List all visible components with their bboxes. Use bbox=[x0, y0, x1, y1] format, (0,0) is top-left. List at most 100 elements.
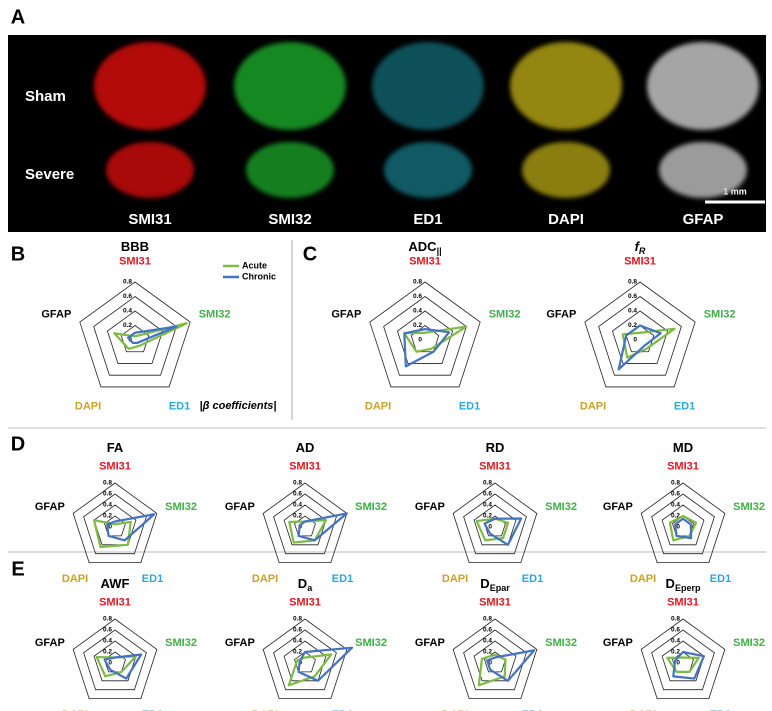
series-polygon bbox=[127, 325, 178, 345]
tissue-image bbox=[384, 142, 472, 198]
grid-ring bbox=[262, 618, 348, 699]
r-tick-label: 0 bbox=[633, 337, 637, 344]
r-tick-label: 0.2 bbox=[483, 513, 492, 520]
axis-label: GFAP bbox=[225, 501, 255, 513]
chart-title: ADC|| bbox=[408, 239, 441, 256]
axis-label: SMI32 bbox=[545, 637, 577, 649]
grid-ring bbox=[463, 493, 527, 555]
axis-label: ED1 bbox=[459, 400, 480, 412]
axis-label: DAPI bbox=[442, 573, 468, 585]
axis-label: SMI31 bbox=[667, 597, 699, 609]
r-tick-label: 0.6 bbox=[628, 293, 637, 300]
chart-title: AD bbox=[296, 440, 315, 455]
axis-label: ED1 bbox=[710, 709, 731, 711]
axis-label: ED1 bbox=[332, 709, 353, 711]
panel-label: C bbox=[303, 243, 317, 265]
r-tick-label: 0.8 bbox=[671, 480, 680, 487]
chart-title: AWF bbox=[101, 576, 130, 591]
grid-ring bbox=[661, 504, 705, 546]
legend-label: Acute bbox=[242, 260, 267, 270]
r-tick-label: 0.2 bbox=[293, 513, 302, 520]
r-tick-label: 0.2 bbox=[483, 649, 492, 656]
tissue-image bbox=[106, 142, 194, 198]
title-subscript: Epar bbox=[490, 583, 511, 593]
panel-label: E bbox=[11, 558, 24, 580]
series-polygon bbox=[297, 512, 348, 542]
column-label: DAPI bbox=[548, 211, 584, 228]
axis-label: DAPI bbox=[365, 400, 391, 412]
grid-ring bbox=[93, 640, 137, 682]
column-label: SMI31 bbox=[128, 211, 171, 228]
title-text: MD bbox=[673, 440, 693, 455]
series-polygon bbox=[483, 517, 523, 546]
chart-title: DEperp bbox=[666, 576, 701, 593]
r-tick-label: 0.6 bbox=[483, 627, 492, 634]
axis-label: SMI31 bbox=[479, 597, 511, 609]
tissue-image bbox=[94, 42, 206, 130]
panel-label: B bbox=[11, 243, 25, 265]
title-text: AD bbox=[296, 440, 315, 455]
axis-label: SMI31 bbox=[624, 256, 656, 268]
r-tick-label: 0.8 bbox=[103, 480, 112, 487]
tissue-image bbox=[510, 42, 622, 130]
r-tick-label: 0.8 bbox=[483, 616, 492, 623]
chart-title: fR bbox=[635, 239, 646, 256]
r-tick-label: 0.2 bbox=[103, 649, 112, 656]
axis-label: DAPI bbox=[580, 400, 606, 412]
tissue-image bbox=[246, 142, 334, 198]
r-tick-label: 0.8 bbox=[483, 480, 492, 487]
r-tick-label: 0 bbox=[108, 660, 112, 667]
series-polygon bbox=[674, 517, 693, 540]
r-tick-label: 0.4 bbox=[293, 502, 302, 509]
title-subscript: Eperp bbox=[675, 583, 701, 593]
r-tick-label: 0.8 bbox=[628, 279, 637, 286]
grid-ring bbox=[640, 618, 726, 699]
tissue-image bbox=[234, 42, 346, 130]
axis-label: ED1 bbox=[522, 573, 543, 585]
tissue-image bbox=[372, 42, 484, 130]
series-polygon bbox=[106, 513, 156, 542]
axis-label: ED1 bbox=[522, 709, 543, 711]
axis-label: DAPI bbox=[630, 573, 656, 585]
series-polygon bbox=[297, 646, 354, 682]
axis-label: SMI32 bbox=[733, 501, 765, 513]
grid-ring bbox=[396, 310, 454, 364]
axis-label: SMI31 bbox=[479, 461, 511, 473]
grid-ring bbox=[93, 296, 177, 376]
grid-ring bbox=[640, 482, 726, 563]
axis-label: SMI31 bbox=[409, 256, 441, 268]
r-tick-label: 0.8 bbox=[293, 616, 302, 623]
axis-label: GFAP bbox=[35, 637, 65, 649]
title-subscript: || bbox=[437, 246, 442, 256]
series-polygon bbox=[403, 328, 451, 368]
r-tick-label: 0.4 bbox=[293, 638, 302, 645]
series-polygon bbox=[288, 519, 328, 544]
grid-ring bbox=[584, 281, 696, 388]
r-tick-label: 0 bbox=[418, 337, 422, 344]
grid-ring bbox=[452, 618, 538, 699]
grid-ring bbox=[611, 310, 669, 364]
chart-title: MD bbox=[673, 440, 693, 455]
axis-label: DAPI bbox=[252, 709, 278, 711]
chart-title: Da bbox=[298, 576, 313, 593]
r-tick-label: 0.4 bbox=[103, 502, 112, 509]
axis-label: GFAP bbox=[41, 308, 71, 320]
r-tick-label: 0 bbox=[108, 524, 112, 531]
r-tick-label: 0.6 bbox=[103, 491, 112, 498]
r-tick-label: 0.8 bbox=[413, 279, 422, 286]
grid-ring bbox=[452, 482, 538, 563]
series-polygon bbox=[672, 650, 706, 680]
grid-ring bbox=[383, 296, 467, 376]
panel-label: D bbox=[11, 433, 25, 455]
r-tick-label: 0.2 bbox=[628, 322, 637, 329]
axis-label: GFAP bbox=[603, 637, 633, 649]
series-polygon bbox=[287, 653, 333, 687]
axis-label: DAPI bbox=[442, 709, 468, 711]
r-tick-label: 0.6 bbox=[483, 491, 492, 498]
r-tick-label: 0 bbox=[488, 524, 492, 531]
r-tick-label: 0.6 bbox=[293, 627, 302, 634]
axis-label: ED1 bbox=[169, 400, 190, 412]
r-tick-label: 0 bbox=[676, 524, 680, 531]
series-polygon bbox=[666, 656, 700, 673]
r-tick-label: 0.4 bbox=[483, 638, 492, 645]
